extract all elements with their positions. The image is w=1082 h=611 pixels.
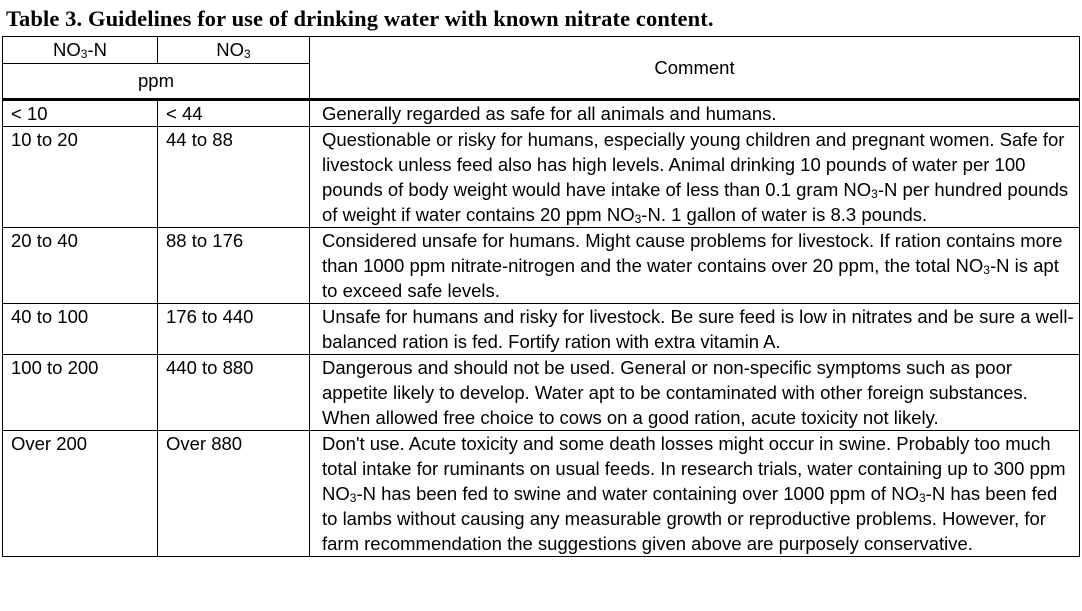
table-body: < 10 < 44 Generally regarded as safe for a… — [2, 98, 1080, 557]
cell-no3: < 44 — [157, 98, 310, 127]
cell-no3: 440 to 880 — [157, 354, 310, 431]
cell-no3n: < 10 — [2, 98, 158, 127]
cell-comment: Questionable or risky for humans, especi… — [309, 126, 1080, 228]
cell-no3: 88 to 176 — [157, 227, 310, 304]
cell-no3: 44 to 88 — [157, 126, 310, 228]
cell-comment: Considered unsafe for humans. Might caus… — [309, 227, 1080, 304]
table-row: 100 to 200 440 to 880 Dangerous and should… — [2, 354, 1080, 431]
table-row: 40 to 100 176 to 440 Unsafe for humans and… — [2, 303, 1080, 355]
nitrate-guidelines-table: NO3-N NO3 Comment ppm < 10 < 44 Generally … — [2, 36, 1080, 557]
cell-no3n: 10 to 20 — [2, 126, 158, 228]
cell-comment: Don't use. Acute toxicity and some death… — [309, 430, 1080, 557]
cell-no3: 176 to 440 — [157, 303, 310, 355]
cell-no3n: 40 to 100 — [2, 303, 158, 355]
header-row: NO3-N NO3 Comment — [2, 36, 1080, 100]
cell-no3: Over 880 — [157, 430, 310, 557]
cell-no3n: Over 200 — [2, 430, 158, 557]
cell-comment: Unsafe for humans and risky for livestoc… — [309, 303, 1080, 355]
table-title: Table 3. Guidelines for use of drinking … — [6, 6, 714, 31]
unit-row: ppm — [2, 63, 1080, 100]
table-row: < 10 < 44 Generally regarded as safe for a… — [2, 98, 1080, 127]
header-no3: NO3 — [157, 36, 310, 64]
cell-no3n: 100 to 200 — [2, 354, 158, 431]
table-row: 10 to 20 44 to 88 Questionable or risky fo… — [2, 126, 1080, 228]
cell-no3n: 20 to 40 — [2, 227, 158, 304]
header-no3-label: NO3 — [216, 39, 251, 61]
table-row: Over 200 Over 880 Don't use. Acute toxicit… — [2, 430, 1080, 557]
header-unit: ppm — [2, 63, 310, 100]
header-comment: Comment — [309, 36, 1080, 100]
cell-comment: Generally regarded as safe for all anima… — [309, 98, 1080, 127]
table-row: 20 to 40 88 to 176 Considered unsafe for h… — [2, 227, 1080, 304]
header-no3n: NO3-N — [2, 36, 158, 64]
header-no3n-label: NO3-N — [53, 39, 107, 61]
cell-comment: Dangerous and should not be used. Genera… — [309, 354, 1080, 431]
